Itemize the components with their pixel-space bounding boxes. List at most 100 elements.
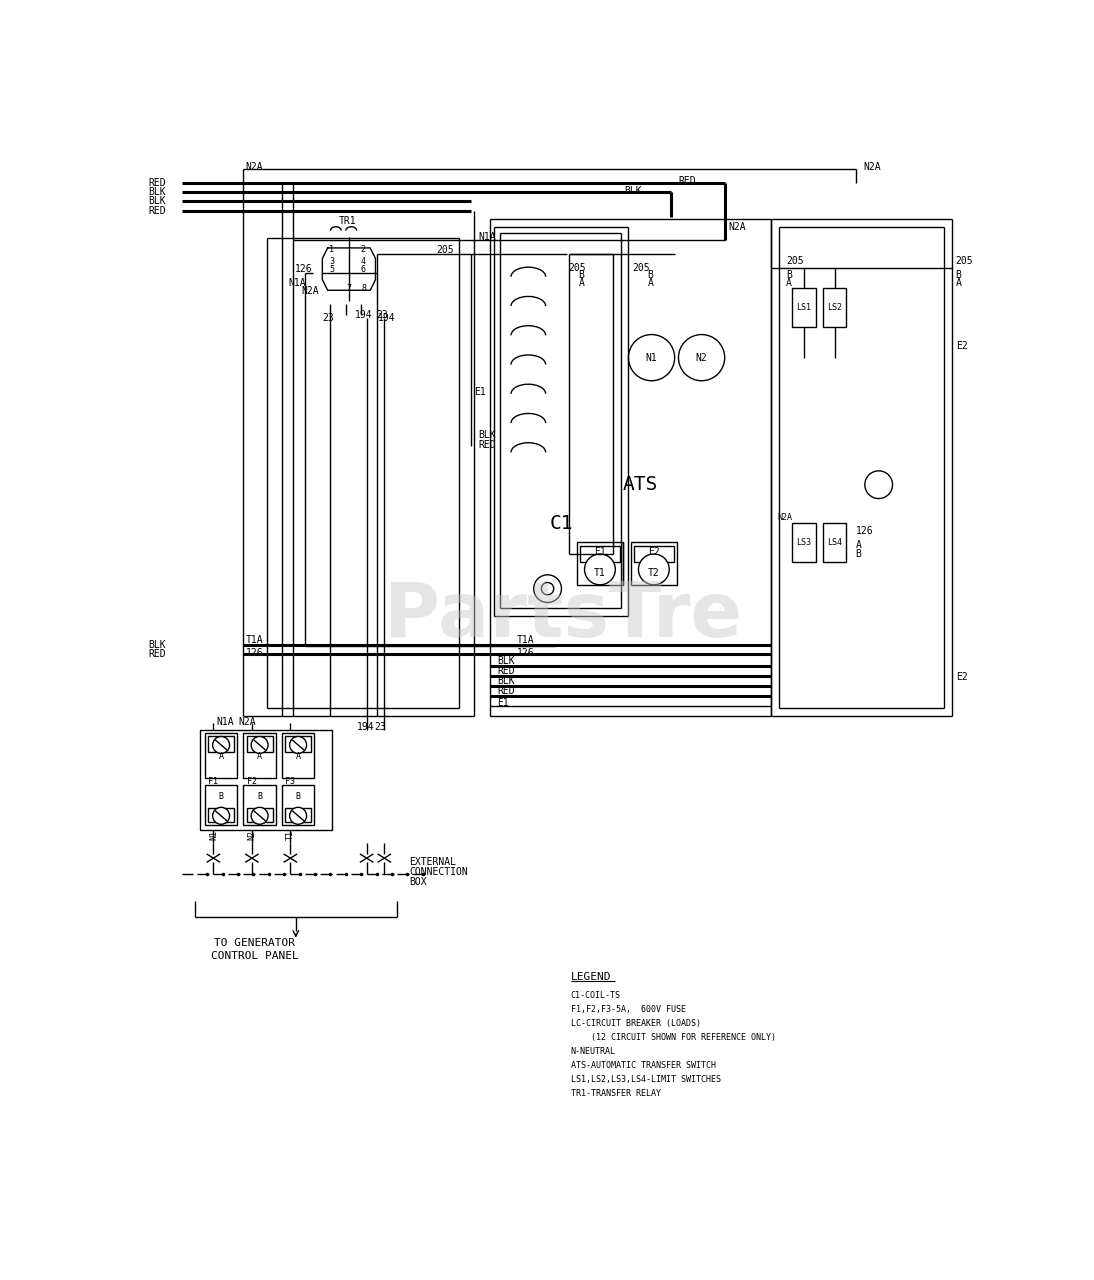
Bar [792,288,815,326]
Text: 126: 126 [516,648,534,658]
Text: TO GENERATOR: TO GENERATOR [214,938,295,948]
Text: C1-COIL-TS: C1-COIL-TS [571,992,620,1001]
Text: 23: 23 [376,310,387,320]
Text: B: B [956,270,962,280]
Bar [824,524,847,562]
Text: TR1: TR1 [338,216,357,227]
Text: A: A [956,278,962,288]
Bar [792,524,815,562]
Circle shape [290,808,306,824]
Bar [286,808,311,822]
Text: (12 CIRCUIT SHOWN FOR REFERENCE ONLY): (12 CIRCUIT SHOWN FOR REFERENCE ONLY) [571,1033,776,1042]
Text: EXTERNAL: EXTERNAL [409,858,456,867]
Text: LS3: LS3 [796,538,812,547]
Text: 205: 205 [787,256,804,266]
Text: 5: 5 [329,265,335,274]
Text: E2: E2 [956,340,967,351]
Circle shape [678,334,724,380]
Text: N1: N1 [209,829,218,840]
Text: A: A [579,278,584,288]
Text: 8: 8 [362,284,366,293]
Text: LEGEND: LEGEND [571,973,612,983]
Text: 1: 1 [329,246,335,255]
Text: B: B [648,270,653,280]
Text: A: A [787,278,792,288]
Text: A: A [257,753,263,762]
Text: E1: E1 [475,388,486,397]
Bar [580,547,620,562]
Text: B: B [219,792,223,801]
Text: BLK: BLK [149,640,166,650]
Text: LS4: LS4 [827,538,842,547]
Text: F1: F1 [208,777,219,786]
Text: A: A [295,753,301,762]
Text: ATS: ATS [622,475,657,494]
Text: RED: RED [478,439,496,449]
Text: RED: RED [149,206,166,215]
Text: 194: 194 [379,312,396,323]
Text: N1: N1 [645,353,657,362]
Text: N-NEUTRAL: N-NEUTRAL [571,1047,616,1056]
Bar [824,288,847,326]
Text: B: B [787,270,792,280]
Text: F2: F2 [247,777,257,786]
Bar [577,543,624,585]
Text: N1A: N1A [478,232,496,242]
Text: B: B [295,792,301,801]
Bar [205,785,237,826]
Text: F3: F3 [286,777,295,786]
Text: BLK: BLK [498,676,515,686]
Circle shape [584,554,615,585]
Bar [282,785,314,826]
Bar [246,808,272,822]
Text: B: B [257,792,263,801]
Text: T1: T1 [594,568,606,579]
Text: 4: 4 [360,257,365,266]
Text: A: A [856,540,861,550]
Text: N1A: N1A [217,717,234,727]
Text: E2: E2 [648,548,660,558]
Text: N2A: N2A [777,512,792,521]
Text: 7: 7 [347,284,351,293]
Text: 205: 205 [435,244,454,255]
Text: 2: 2 [360,246,365,255]
Bar [286,736,311,751]
Text: E1: E1 [594,548,606,558]
Text: 205: 205 [569,262,586,273]
Text: T1A: T1A [246,635,264,645]
Bar [246,736,272,751]
Text: A: A [648,278,653,288]
Text: TR1-TRANSFER RELAY: TR1-TRANSFER RELAY [571,1088,661,1097]
Text: 205: 205 [632,262,650,273]
Text: BLK: BLK [149,187,166,197]
Text: CONNECTION: CONNECTION [409,867,468,877]
Text: C1: C1 [549,513,573,532]
Text: N2A: N2A [245,163,263,173]
Bar [244,785,276,826]
Text: LC-CIRCUIT BREAKER (LOADS): LC-CIRCUIT BREAKER (LOADS) [571,1019,700,1028]
Text: T1: T1 [286,829,295,840]
Text: N2A: N2A [238,717,256,727]
Text: B: B [579,270,584,280]
Text: 126: 126 [295,264,313,274]
Circle shape [290,736,306,754]
Text: N2A: N2A [301,285,318,296]
Text: 126: 126 [246,648,264,658]
Text: BLK: BLK [149,196,166,206]
Text: RED: RED [678,177,696,187]
Circle shape [212,736,230,754]
Text: 205: 205 [956,256,974,266]
Text: BLK: BLK [625,186,642,196]
Text: 3: 3 [329,257,335,266]
Text: RED: RED [498,686,515,696]
Text: PartsTre: PartsTre [384,579,742,653]
Text: T1A: T1A [516,635,534,645]
Text: B: B [856,549,861,559]
Bar [208,736,234,751]
Text: N2: N2 [696,353,708,362]
Text: BLK: BLK [478,430,496,439]
Bar [282,733,314,778]
Text: CONTROL PANEL: CONTROL PANEL [211,951,299,961]
Text: N2A: N2A [863,163,881,173]
Circle shape [639,554,670,585]
